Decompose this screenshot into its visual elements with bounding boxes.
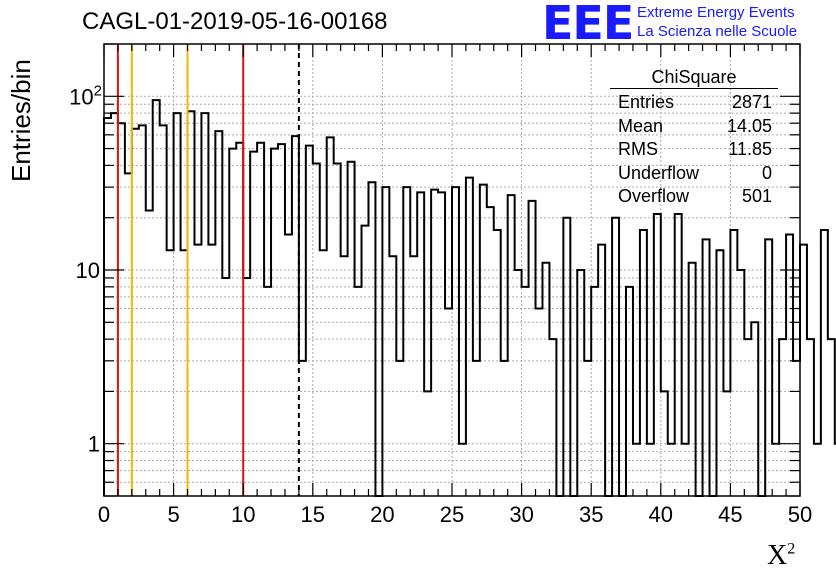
stats-box: ChiSquare Entries 2871 Mean 14.05 RMS 11.85… [610,66,778,209]
x-tick-label: 0 [98,502,110,527]
stats-label: Mean [618,115,664,136]
stats-title: ChiSquare [651,67,737,87]
x-tick-label: 30 [509,502,533,527]
stats-value: 11.85 [728,139,772,159]
stats-label: RMS [618,139,658,159]
x-tick-label: 5 [167,502,179,527]
stats-value: 14.05 [726,115,772,136]
stats-row-mean: Mean 14.05 [610,115,778,139]
x-tick-label: 35 [579,502,603,527]
x-tick-label: 25 [440,502,464,527]
y-tick-label: 1 [88,432,100,457]
x-tick-label: 15 [301,502,325,527]
x-axis-label: X2 [767,540,795,572]
x-tick-label: 45 [718,502,742,527]
stats-row-underflow: Underflow 0 [610,162,778,186]
stats-value: 0 [761,162,772,183]
stats-value: 501 [741,186,772,206]
x-tick-label: 20 [370,502,394,527]
chart-title: CAGL-01-2019-05-16-00168 [82,8,388,35]
y-tick-label: 10 [76,258,100,283]
x-tick-label: 10 [231,502,255,527]
y-axis-label: Entries/bin [6,59,36,182]
stats-label: Underflow [618,162,700,183]
stats-row-overflow: Overflow 501 [610,185,778,209]
stats-divider [610,88,778,89]
y-tick-label: 102 [69,82,102,109]
stats-row-rms: RMS 11.85 [610,138,778,162]
x-tick-label: 40 [649,502,673,527]
logo-line-2: La Scienza nelle Scuole [637,23,798,40]
x-axis-label-sup: 2 [787,540,796,558]
x-tick-label: 50 [788,502,812,527]
stats-label: Entries [618,92,675,112]
stats-label: Overflow [618,186,690,206]
logo-text: EEE [542,0,634,50]
stats-value: 2871 [731,92,772,112]
x-axis-label-base: X [767,540,788,571]
stats-row-entries: Entries 2871 [610,91,778,115]
logo-line-1: Extreme Energy Events [637,4,795,21]
